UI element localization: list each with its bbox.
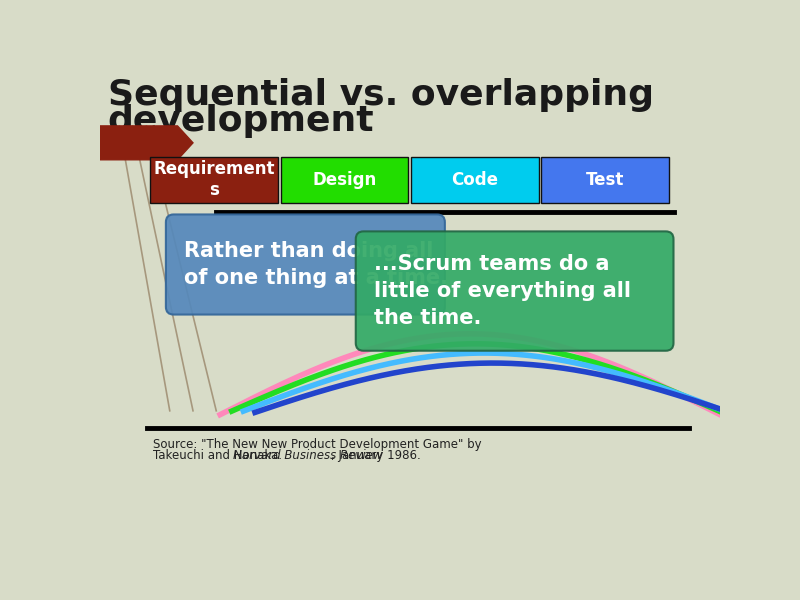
Text: development: development bbox=[108, 104, 374, 139]
Text: , January 1986.: , January 1986. bbox=[331, 449, 421, 462]
Bar bbox=[150, 157, 278, 203]
Text: Takeuchi and Nonaka.: Takeuchi and Nonaka. bbox=[153, 449, 286, 462]
FancyBboxPatch shape bbox=[166, 214, 445, 314]
Text: Source: "The New New Product Development Game" by: Source: "The New New Product Development… bbox=[153, 438, 482, 451]
Text: Requirement
s: Requirement s bbox=[154, 160, 275, 199]
Text: Code: Code bbox=[451, 171, 498, 189]
Text: ...Scrum teams do a
little of everything all
the time.: ...Scrum teams do a little of everything… bbox=[374, 254, 631, 328]
FancyBboxPatch shape bbox=[356, 232, 674, 351]
Bar bbox=[541, 157, 669, 203]
Text: Harvard Business Review: Harvard Business Review bbox=[233, 449, 382, 462]
Text: Sequential vs. overlapping: Sequential vs. overlapping bbox=[108, 78, 654, 112]
Bar bbox=[281, 157, 409, 203]
Text: Design: Design bbox=[312, 171, 377, 189]
Polygon shape bbox=[100, 126, 193, 160]
Text: Rather than doing all
of one thing at a time...: Rather than doing all of one thing at a … bbox=[185, 241, 464, 288]
Text: Test: Test bbox=[586, 171, 624, 189]
Bar bbox=[410, 157, 538, 203]
